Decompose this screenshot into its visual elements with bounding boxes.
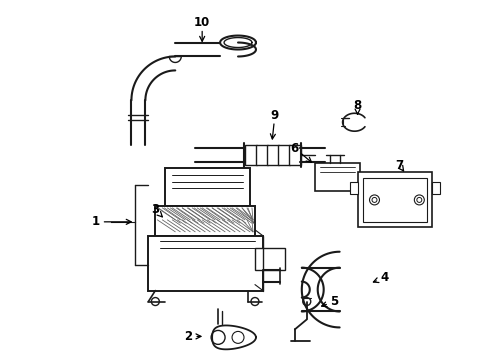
Text: 5: 5 xyxy=(331,295,339,308)
Circle shape xyxy=(369,195,379,205)
Text: 9: 9 xyxy=(271,109,279,122)
Text: 6: 6 xyxy=(291,141,299,155)
Circle shape xyxy=(415,195,424,205)
Circle shape xyxy=(232,332,244,343)
Bar xyxy=(267,145,279,165)
Bar xyxy=(255,248,285,270)
Circle shape xyxy=(303,298,311,306)
Text: 8: 8 xyxy=(353,99,362,112)
Bar xyxy=(315,163,360,191)
Bar xyxy=(289,145,301,165)
Text: 10: 10 xyxy=(194,16,210,29)
Bar xyxy=(256,145,268,165)
Bar xyxy=(432,182,440,194)
Text: 3: 3 xyxy=(151,203,159,216)
Circle shape xyxy=(251,298,259,306)
Bar xyxy=(363,178,427,222)
Bar xyxy=(349,182,358,194)
Circle shape xyxy=(417,197,422,202)
Text: 4: 4 xyxy=(380,271,389,284)
Bar xyxy=(155,206,255,236)
Text: 7: 7 xyxy=(395,158,403,172)
Bar xyxy=(278,145,290,165)
Bar xyxy=(165,168,250,206)
Circle shape xyxy=(372,197,377,202)
Bar xyxy=(358,172,432,227)
Text: 2: 2 xyxy=(184,330,192,343)
Circle shape xyxy=(211,330,225,345)
Text: 1: 1 xyxy=(92,215,99,228)
Bar xyxy=(148,236,263,291)
Circle shape xyxy=(151,298,159,306)
Bar xyxy=(245,145,257,165)
